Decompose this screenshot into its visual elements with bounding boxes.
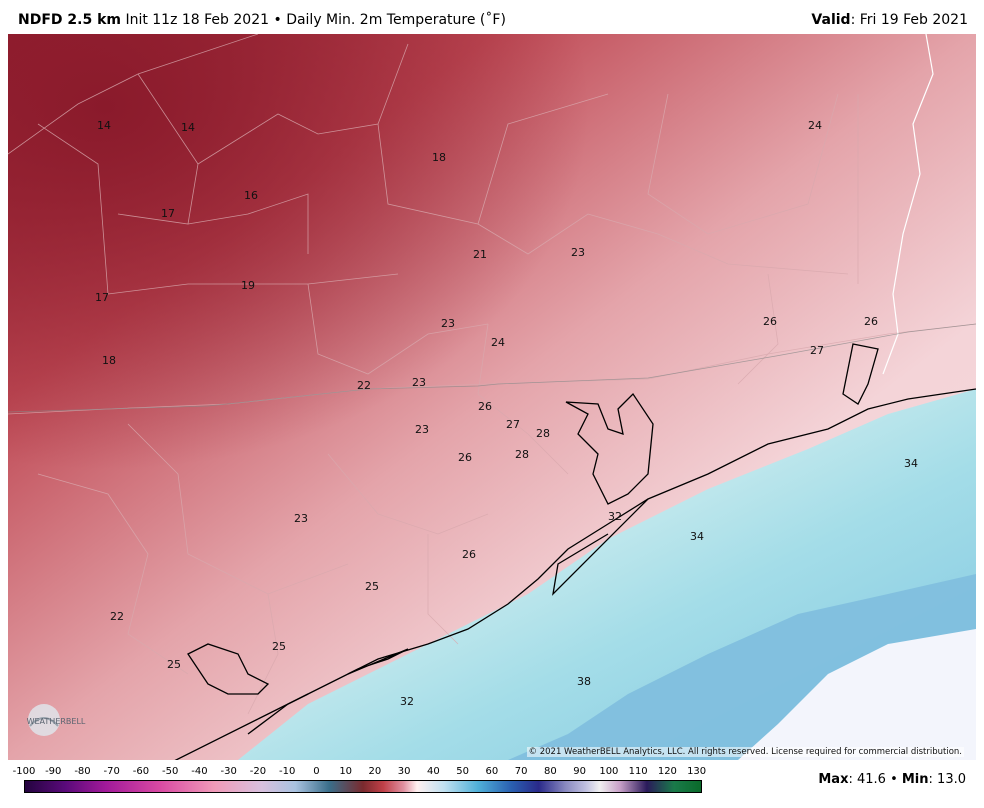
colorbar-tick-label: 110 bbox=[628, 766, 648, 777]
temperature-label: 26 bbox=[864, 315, 878, 328]
colorbar-tick-label: -10 bbox=[279, 766, 296, 777]
footer: -100 -90 -80 -70 -60 -50 -40 -30 -20 -10 0 10 20 30 40… bbox=[0, 760, 984, 808]
min-label: Min bbox=[901, 772, 929, 787]
colorbar-tick-label: -60 bbox=[132, 766, 150, 777]
colorbar-tick-label: -90 bbox=[45, 766, 62, 777]
colorbar-tick-label: -70 bbox=[103, 766, 120, 777]
colorbar-tick-label: 130 bbox=[687, 766, 707, 777]
colorbar-tick-label: 50 bbox=[456, 766, 470, 777]
temperature-label: 24 bbox=[491, 336, 505, 349]
temperature-label: 17 bbox=[95, 291, 109, 304]
temperature-label: 34 bbox=[690, 530, 704, 543]
title-bullet: • bbox=[273, 12, 282, 28]
colorbar-tick-label: 90 bbox=[573, 766, 587, 777]
valid-time: Valid: Fri 19 Feb 2021 bbox=[811, 12, 968, 28]
temperature-colorbar bbox=[24, 780, 702, 793]
temperature-label: 21 bbox=[473, 248, 487, 261]
min-value: : 13.0 bbox=[928, 772, 966, 787]
valid-label: Valid bbox=[811, 12, 851, 28]
temperature-label: 25 bbox=[365, 580, 379, 593]
weatherbell-logo-icon: WEATHERBELL bbox=[27, 704, 86, 736]
colorbar-tick-label: -100 bbox=[12, 766, 36, 777]
copyright-notice: © 2021 WeatherBELL Analytics, LLC. All r… bbox=[526, 747, 964, 757]
colorbar-tick-label: 40 bbox=[427, 766, 440, 777]
stats-bullet: • bbox=[885, 772, 902, 787]
temperature-label: 32 bbox=[400, 695, 414, 708]
temperature-label: 23 bbox=[412, 376, 426, 389]
temperature-label: 34 bbox=[904, 457, 918, 470]
colorbar-tick-label: -40 bbox=[191, 766, 208, 777]
highway-line bbox=[8, 323, 976, 413]
temperature-label: 26 bbox=[478, 400, 492, 413]
temperature-label: 22 bbox=[357, 379, 371, 392]
gulf-outer-water bbox=[738, 629, 976, 760]
temperature-map[interactable]: 14 14 18 24 16 17 21 23 19 17 23 24 26 26 27 18 22 23 26 27… bbox=[8, 34, 976, 760]
logo-text: WEATHERBELL bbox=[27, 717, 86, 726]
temperature-label: 28 bbox=[536, 427, 550, 440]
temperature-label: 23 bbox=[415, 423, 429, 436]
temperature-label: 25 bbox=[167, 658, 181, 671]
temperature-label: 14 bbox=[97, 119, 111, 132]
colorbar-tick-label: 10 bbox=[339, 766, 353, 777]
temperature-label: 18 bbox=[432, 151, 446, 164]
temperature-label: 24 bbox=[808, 119, 822, 132]
temperature-label: 27 bbox=[506, 418, 520, 431]
state-border bbox=[882, 34, 934, 375]
init-time: Init 11z 18 Feb 2021 bbox=[125, 12, 270, 28]
colorbar-tick-label: 100 bbox=[599, 766, 619, 777]
max-label: Max bbox=[818, 772, 849, 787]
temperature-label: 25 bbox=[272, 640, 286, 653]
temperature-label: 22 bbox=[110, 610, 124, 623]
max-min-stats: Max: 41.6 • Min: 13.0 bbox=[818, 772, 966, 787]
colorbar-ticks: -100 -90 -80 -70 -60 -50 -40 -30 -20 -10 0 10 20 30 40… bbox=[6, 766, 707, 778]
temperature-label: 23 bbox=[571, 246, 585, 259]
colorbar-tick-label: 60 bbox=[485, 766, 499, 777]
temperature-label: 26 bbox=[462, 548, 476, 561]
county-borders bbox=[8, 34, 976, 715]
product-name: Daily Min. 2m Temperature (˚F) bbox=[286, 12, 506, 28]
colorbar-tick-label: 80 bbox=[544, 766, 557, 777]
temperature-label: 16 bbox=[244, 189, 258, 202]
max-value: : 41.6 bbox=[848, 772, 886, 787]
colorbar-tick-label: -50 bbox=[162, 766, 179, 777]
colorbar-tick-label: 0 bbox=[313, 766, 320, 777]
colorbar-tick-label: -30 bbox=[220, 766, 237, 777]
temperature-label: 27 bbox=[810, 344, 824, 357]
colorbar-tick-label: -80 bbox=[74, 766, 91, 777]
temperature-label: 26 bbox=[763, 315, 777, 328]
colorbar-tick-label: 20 bbox=[368, 766, 382, 777]
temperature-label: 23 bbox=[294, 512, 308, 525]
temperature-label: 28 bbox=[515, 448, 529, 461]
temperature-labels: 14 14 18 24 16 17 21 23 19 17 23 24 26 26 27 18 22 23 26 27… bbox=[95, 119, 918, 708]
temperature-label: 32 bbox=[608, 510, 622, 523]
map-title: NDFD 2.5 km Init 11z 18 Feb 2021 • Daily… bbox=[18, 12, 506, 28]
colorbar-tick-label: 30 bbox=[397, 766, 411, 777]
colorbar-tick-label: 120 bbox=[657, 766, 677, 777]
map-canvas: 14 14 18 24 16 17 21 23 19 17 23 24 26 26 27 18 22 23 26 27… bbox=[8, 34, 976, 760]
temperature-label: 14 bbox=[181, 121, 195, 134]
colorbar-tick-label: -20 bbox=[249, 766, 267, 777]
temperature-label: 17 bbox=[161, 207, 175, 220]
temperature-label: 38 bbox=[577, 675, 591, 688]
valid-value: : Fri 19 Feb 2021 bbox=[850, 12, 968, 28]
coastline bbox=[174, 343, 976, 760]
temperature-label: 19 bbox=[241, 279, 255, 292]
header: NDFD 2.5 km Init 11z 18 Feb 2021 • Daily… bbox=[0, 0, 984, 34]
model-name: NDFD 2.5 km bbox=[18, 12, 121, 28]
temperature-label: 18 bbox=[102, 354, 116, 367]
temperature-label: 26 bbox=[458, 451, 472, 464]
temperature-label: 23 bbox=[441, 317, 455, 330]
colorbar-tick-label: 70 bbox=[514, 766, 528, 777]
